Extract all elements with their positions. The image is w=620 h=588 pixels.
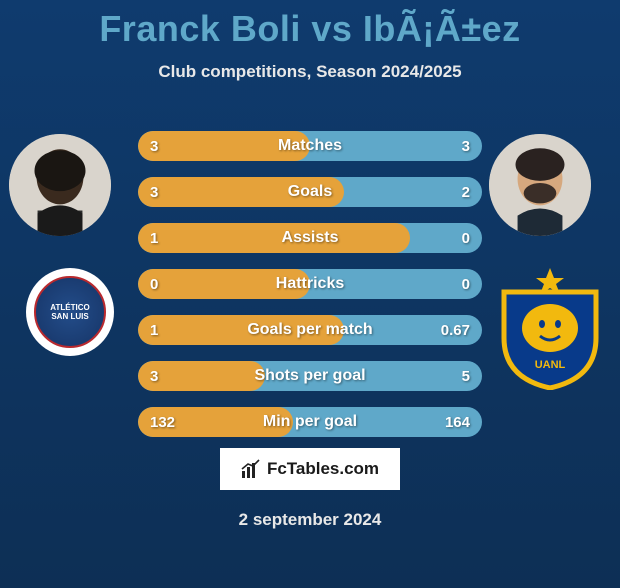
page-title: Franck Boli vs IbÃ¡Ã±ez bbox=[0, 8, 620, 50]
stat-value-right: 5 bbox=[462, 368, 470, 385]
stat-row: 1 Goals per match 0.67 bbox=[138, 315, 482, 345]
player-right-avatar bbox=[489, 134, 591, 236]
stat-value-left: 132 bbox=[150, 414, 175, 431]
stat-label: Matches bbox=[278, 137, 342, 155]
stat-row: 1 Assists 0 bbox=[138, 223, 482, 253]
stat-value-right: 2 bbox=[462, 184, 470, 201]
subtitle: Club competitions, Season 2024/2025 bbox=[0, 62, 620, 82]
stat-fill bbox=[138, 223, 410, 253]
club-left-crest-icon: ATLÉTICOSAN LUIS bbox=[34, 276, 106, 348]
player-left-avatar bbox=[9, 134, 111, 236]
stat-row: 3 Shots per goal 5 bbox=[138, 361, 482, 391]
branding-chart-icon bbox=[241, 459, 261, 479]
stat-value-left: 1 bbox=[150, 230, 158, 247]
stat-value-right: 0 bbox=[462, 276, 470, 293]
stat-label: Goals per match bbox=[247, 321, 372, 339]
stat-label: Min per goal bbox=[263, 413, 357, 431]
stat-value-right: 0 bbox=[462, 230, 470, 247]
stat-row: 132 Min per goal 164 bbox=[138, 407, 482, 437]
stats-container: 3 Matches 3 3 Goals 2 1 Assists 0 0 Hattricks 0 1 Goa… bbox=[138, 131, 482, 437]
stat-value-right: 0.67 bbox=[441, 322, 470, 339]
stat-row: 3 Matches 3 bbox=[138, 131, 482, 161]
player-left-face-icon bbox=[9, 134, 111, 236]
club-right-crest-icon: UANL bbox=[488, 266, 612, 395]
stat-value-left: 3 bbox=[150, 184, 158, 201]
player-right-face-icon bbox=[489, 134, 591, 236]
branding-text: FcTables.com bbox=[267, 459, 379, 479]
stat-value-left: 3 bbox=[150, 368, 158, 385]
stat-row: 3 Goals 2 bbox=[138, 177, 482, 207]
stat-value-right: 164 bbox=[445, 414, 470, 431]
stat-value-left: 3 bbox=[150, 138, 158, 155]
stat-value-right: 3 bbox=[462, 138, 470, 155]
stat-label: Assists bbox=[282, 229, 339, 247]
stat-label: Hattricks bbox=[276, 275, 344, 293]
club-left-badge: ATLÉTICOSAN LUIS bbox=[26, 268, 114, 356]
stat-value-left: 1 bbox=[150, 322, 158, 339]
svg-text:UANL: UANL bbox=[535, 359, 566, 371]
club-right-badge: UANL bbox=[488, 268, 612, 392]
stat-label: Shots per goal bbox=[254, 367, 365, 385]
branding-badge: FcTables.com bbox=[220, 448, 400, 490]
stat-row: 0 Hattricks 0 bbox=[138, 269, 482, 299]
stat-label: Goals bbox=[288, 183, 332, 201]
stat-value-left: 0 bbox=[150, 276, 158, 293]
date-text: 2 september 2024 bbox=[0, 510, 620, 530]
